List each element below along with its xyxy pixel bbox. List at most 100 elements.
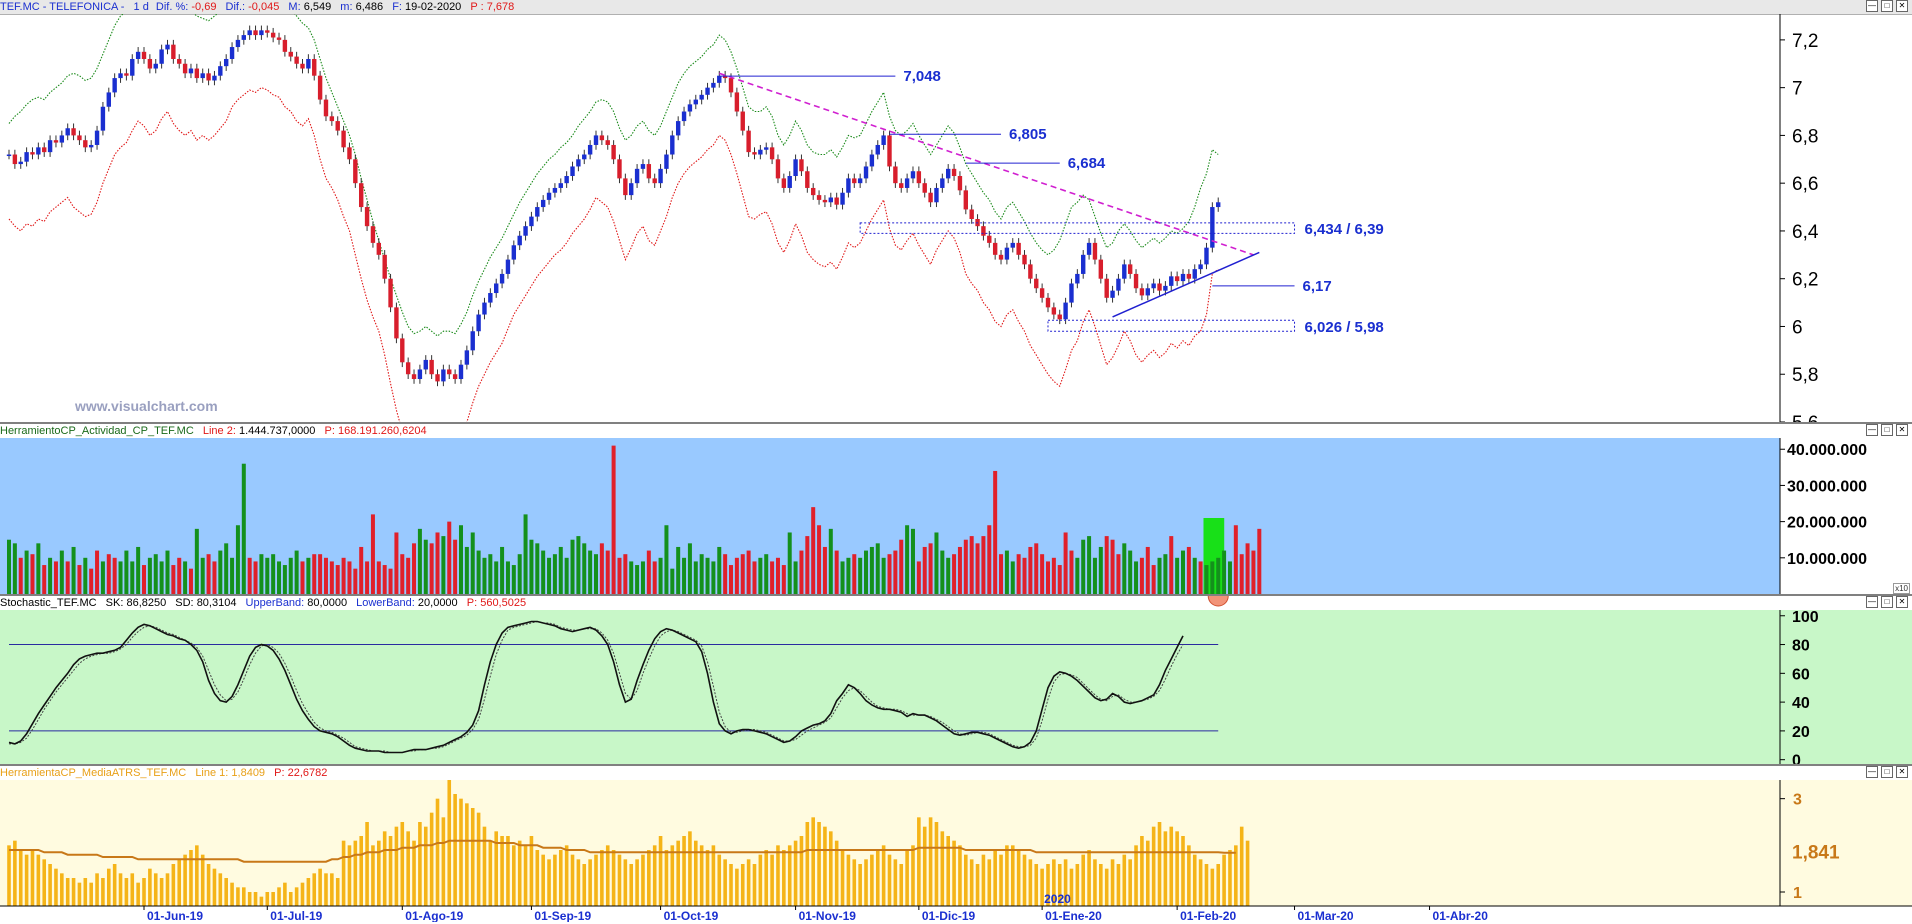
atr-bar	[18, 850, 23, 906]
candle-body	[423, 359, 428, 370]
candle-body	[916, 171, 922, 184]
candle-body	[869, 154, 875, 167]
minimize-icon[interactable]: —	[1866, 0, 1878, 12]
atr-bar	[964, 854, 968, 906]
volume-bar	[822, 546, 827, 594]
atr-bar	[136, 882, 140, 906]
volume-bar	[241, 463, 246, 594]
candle-body	[1163, 285, 1168, 291]
sk-label: SK:	[105, 597, 124, 609]
volume-bar	[36, 543, 41, 594]
candle-body	[335, 121, 340, 131]
volume-bar	[529, 539, 534, 594]
candle-body	[118, 73, 123, 79]
atr-bar	[729, 864, 733, 906]
candle-body	[881, 135, 886, 145]
atr-panel-header: HerramientaCP_MediaATRS_TEF.MC Line 1: 1…	[0, 766, 1912, 780]
candle-body	[194, 68, 200, 79]
volume-bar	[646, 550, 651, 594]
volume-bar	[699, 554, 704, 594]
stoch-axis-background	[1780, 610, 1912, 764]
atr-bar	[488, 840, 493, 906]
volume-bar	[1128, 550, 1133, 594]
candle-body	[769, 147, 775, 160]
volume-bar	[1122, 543, 1127, 594]
candle-body	[1104, 278, 1109, 298]
atr-bar	[277, 887, 281, 906]
atr-bar	[870, 854, 874, 906]
atr-line-value: 1,8409	[231, 767, 266, 779]
volume-bar	[7, 539, 11, 594]
candle-body	[1086, 242, 1092, 255]
volume-bar	[359, 546, 364, 594]
minimize-icon[interactable]: —	[1866, 766, 1878, 778]
volume-bar	[42, 565, 47, 594]
maximize-icon[interactable]: □	[1881, 0, 1893, 12]
atr-bar	[617, 854, 622, 906]
candle-body	[910, 171, 916, 179]
atr-bar	[623, 859, 628, 906]
volume-bar	[83, 557, 88, 594]
volume-bar	[729, 565, 734, 594]
volume-bar	[611, 445, 616, 594]
atr-bar	[447, 780, 452, 906]
volume-bar	[482, 557, 487, 594]
trendline-down	[719, 72, 1254, 256]
candle-body	[775, 159, 781, 179]
volume-line-label: Line 2:	[202, 425, 236, 437]
volume-bar	[805, 536, 810, 594]
atr-bar	[993, 850, 997, 906]
atr-bar	[611, 850, 616, 906]
price-window-buttons: — □ ✕	[1866, 0, 1908, 12]
atr-bar	[987, 859, 992, 906]
sk-line	[8, 620, 1184, 754]
volume-bar	[687, 543, 692, 594]
atr-bar	[969, 859, 974, 906]
maximize-icon[interactable]: □	[1881, 424, 1893, 436]
volume-bar	[53, 561, 58, 594]
minimize-icon[interactable]: —	[1866, 424, 1878, 436]
candle-body	[640, 164, 646, 169]
close-icon[interactable]: ✕	[1896, 766, 1908, 778]
close-icon[interactable]: ✕	[1896, 424, 1908, 436]
atr-bar	[1057, 864, 1062, 906]
candle-body	[159, 49, 164, 64]
volume-bar	[1257, 528, 1262, 594]
candle-body	[1127, 264, 1133, 274]
candle-body	[476, 314, 481, 332]
atr-bar	[588, 859, 592, 906]
maximize-icon[interactable]: □	[1881, 766, 1893, 778]
price-y-tick-label: 6	[1792, 317, 1803, 338]
candle-body	[969, 209, 974, 219]
atr-bar	[500, 836, 504, 906]
close-icon[interactable]: ✕	[1896, 0, 1908, 12]
close-icon[interactable]: ✕	[1896, 596, 1908, 608]
x-tick-label: 01-Nov-19	[799, 909, 857, 922]
volume-bar	[1075, 557, 1080, 594]
atr-bar	[893, 859, 898, 906]
atr-bar	[1099, 864, 1103, 906]
atr-bar	[112, 864, 117, 906]
volume-bar	[488, 554, 493, 594]
atr-bar	[259, 896, 264, 906]
atr-bar	[688, 831, 692, 906]
lowerband-label: LowerBand:	[356, 597, 415, 609]
atr-bar	[922, 826, 927, 906]
atr-bar	[576, 859, 581, 906]
volume-bar	[770, 561, 775, 594]
x-tick-label: 01-Jul-19	[270, 909, 322, 922]
stoch-p-label: P:	[466, 597, 478, 609]
volume-bar	[576, 536, 581, 594]
atr-bar	[782, 850, 786, 906]
minimize-icon[interactable]: —	[1866, 596, 1878, 608]
volume-bar	[617, 557, 622, 594]
trendline-up	[1112, 251, 1260, 318]
candle-body	[276, 37, 282, 40]
volume-bar	[957, 546, 962, 594]
x-tick-label: 01-Oct-19	[664, 909, 719, 922]
maximize-icon[interactable]: □	[1881, 596, 1893, 608]
candle-body	[535, 207, 540, 217]
min-value: 6,486	[355, 1, 384, 13]
x-tick-label: 01-Mar-20	[1298, 909, 1354, 922]
atr-bar	[787, 845, 792, 906]
